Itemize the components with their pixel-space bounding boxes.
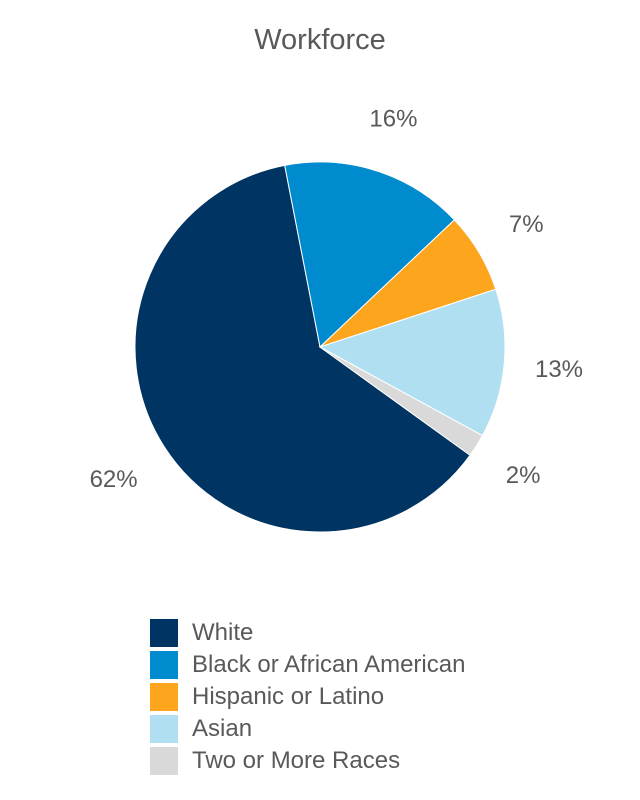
legend-label: Two or More Races: [192, 747, 401, 774]
legend: White Black or African American Hispanic o…: [150, 617, 465, 777]
legend-swatch: [150, 683, 178, 711]
legend-label: Asian: [192, 715, 253, 742]
legend-label: White: [192, 619, 254, 646]
legend-swatch: [150, 747, 178, 775]
chart-title: Workforce: [254, 24, 386, 56]
slice-label-asian: 13%: [535, 356, 583, 383]
pie-slice-asian: [318, 288, 506, 437]
pie-slices: [134, 161, 506, 533]
slice-label-white: 62%: [90, 466, 138, 493]
legend-item: Asian: [150, 713, 465, 745]
legend-swatch: [150, 619, 178, 647]
pie-slice-white: [134, 164, 471, 533]
legend-item: Hispanic or Latino: [150, 681, 465, 713]
slice-label-hispanic-or-latino: 7%: [509, 211, 544, 238]
legend-item: Two or More Races: [150, 745, 465, 777]
pie-slice-black-or-african-american: [284, 161, 456, 348]
pie-slice-two-or-more-races: [319, 346, 484, 456]
legend-item: White: [150, 617, 465, 649]
legend-swatch: [150, 651, 178, 679]
legend-label: Black or African American: [192, 651, 466, 678]
legend-swatch: [150, 715, 178, 743]
pie-chart: 62% 16% 7% 13% 2%: [90, 106, 583, 533]
legend-item: Black or African American: [150, 649, 465, 681]
legend-label: Hispanic or Latino: [192, 683, 385, 710]
slice-label-two-or-more-races: 2%: [506, 462, 541, 489]
pie-labels: 62% 16% 7% 13% 2%: [90, 106, 583, 494]
slice-label-black-or-african-american: 16%: [369, 106, 417, 133]
